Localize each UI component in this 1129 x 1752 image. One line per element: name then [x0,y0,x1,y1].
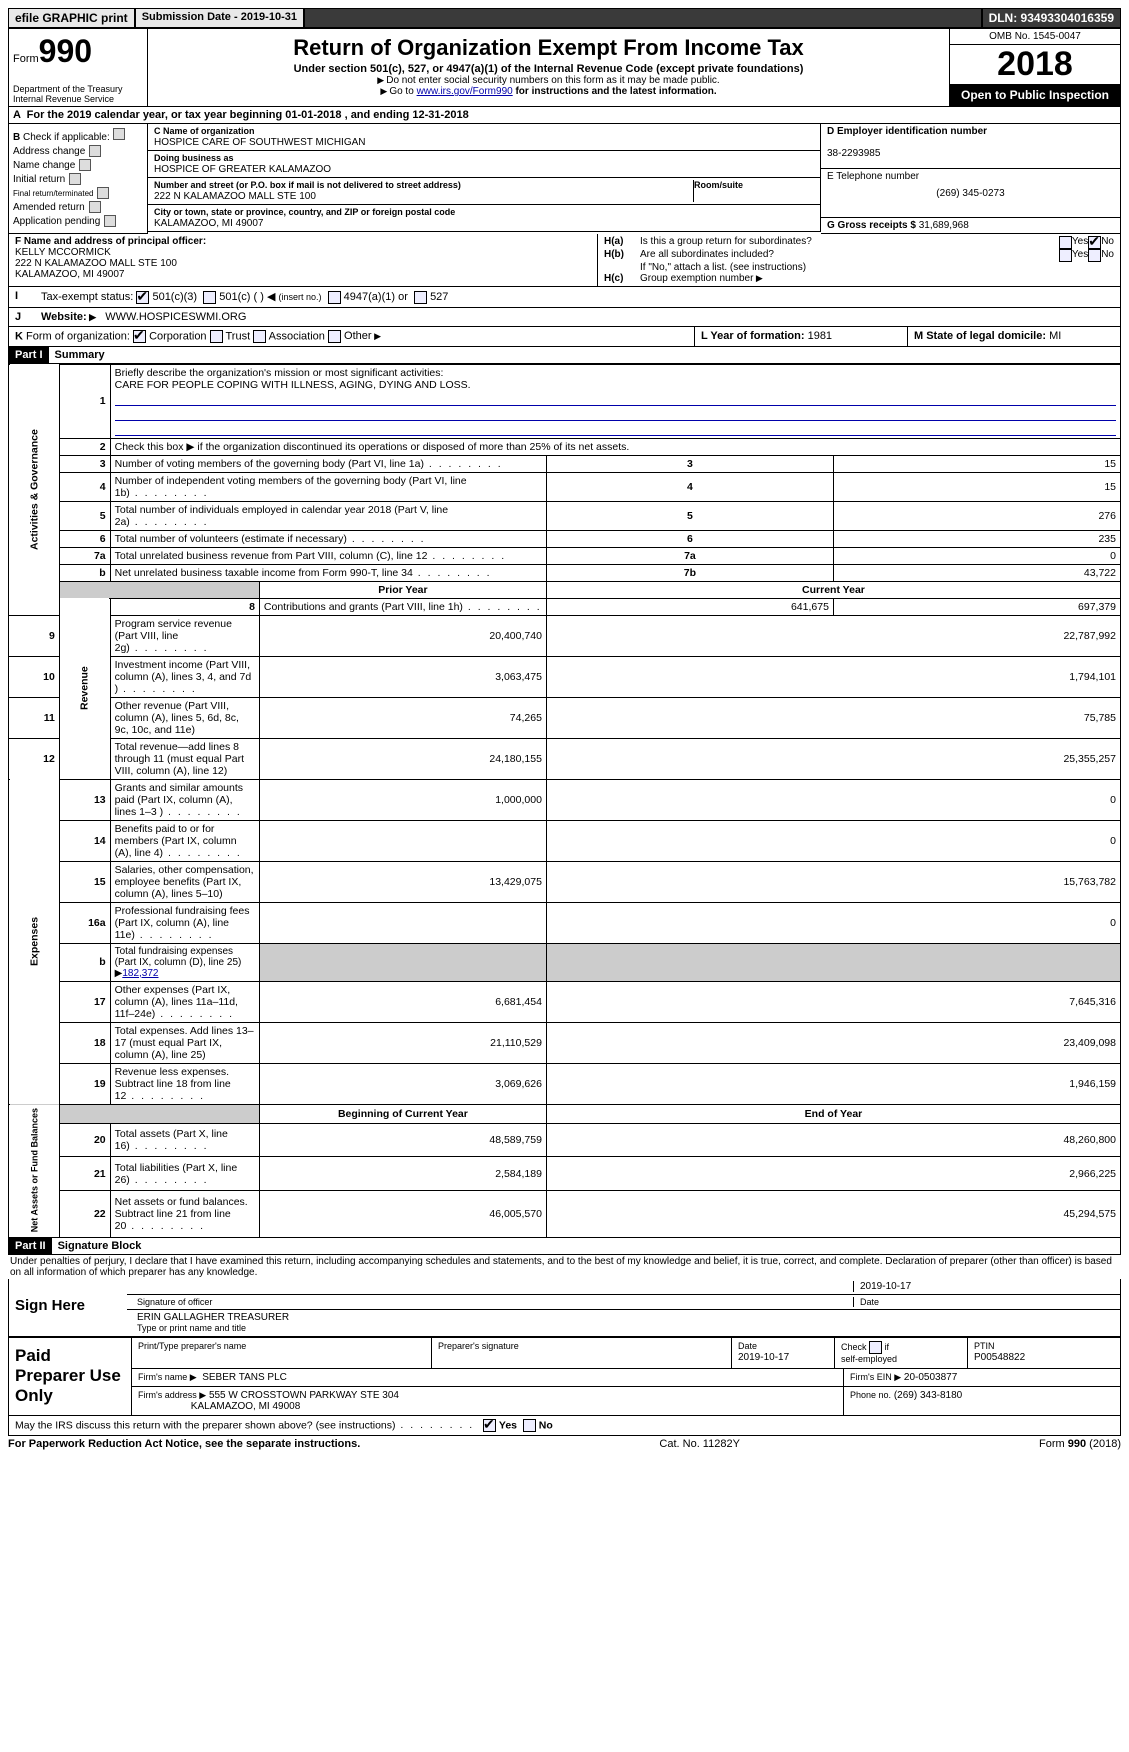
phone: E Telephone number(269) 345-0273 [821,169,1121,218]
sidebar-activities: Activities & Governance [9,364,60,615]
dept: Department of the Treasury Internal Reve… [13,84,123,104]
q2: Check this box ▶ if the organization dis… [110,438,1120,455]
row-j-website: J Website: WWW.HOSPICESWMI.ORG [8,308,1121,327]
form-of-org: K Form of organization: Corporation Trus… [9,327,694,346]
row-f-h: F Name and address of principal officer:… [8,234,1121,287]
chk-trust[interactable] [210,330,223,343]
paid-preparer-block: Paid Preparer Use Only Print/Type prepar… [8,1337,1121,1416]
discuss-yes[interactable] [483,1419,496,1432]
chk-final: Final return/terminated [13,189,93,198]
paid-preparer-label: Paid Preparer Use Only [9,1338,132,1415]
identity-block: B Check if applicable: Address change Na… [8,124,1121,234]
city: City or town, state or province, country… [148,205,821,232]
firm-name: SEBER TANS PLC [202,1372,287,1383]
omb-number: OMB No. 1545-0047 [950,29,1120,45]
ha-yes[interactable] [1059,236,1072,249]
state-domicile: M State of legal domicile: MI [907,327,1120,346]
sidebar-revenue: Revenue [59,598,110,779]
principal-officer: F Name and address of principal officer:… [8,234,598,287]
chk-assoc[interactable] [253,330,266,343]
note-ssn: Do not enter social security numbers on … [152,75,945,86]
tax-exempt-status: Tax-exempt status: 501(c)(3) 501(c) ( ) … [35,287,1120,307]
sidebar-expenses: Expenses [9,779,60,1104]
dba: Doing business asHOSPICE OF GREATER KALA… [148,151,821,178]
submission-date: Submission Date - 2019-10-31 [135,8,304,28]
sign-here-block: Sign Here 2019-10-17 Signature of office… [8,1279,1121,1337]
part1-header: Part ISummary [8,347,1121,364]
note-goto: Go to www.irs.gov/Form990 for instructio… [152,86,945,97]
row-i-j: I Tax-exempt status: 501(c)(3) 501(c) ( … [8,287,1121,308]
irs-link[interactable]: www.irs.gov/Form990 [417,86,513,97]
sig-officer-lbl: Signature of officer [131,1297,853,1307]
row-k-l-m: K Form of organization: Corporation Trus… [8,327,1121,347]
form-number: Form990 [13,33,143,70]
firm-phone: (269) 343-8180 [894,1390,962,1401]
form-ref: Form 990 (2018) [1039,1438,1121,1450]
fundraising-link[interactable]: 182,372 [122,968,158,979]
form-subtitle: Under section 501(c), 527, or 4947(a)(1)… [152,63,945,75]
firm-address: 555 W CROSSTOWN PARKWAY STE 304 [209,1390,399,1401]
open-to-public: Open to Public Inspection [950,84,1120,106]
page-footer: For Paperwork Reduction Act Notice, see … [8,1436,1121,1452]
tax-year: 2018 [950,45,1120,84]
group-return: H(a)Is this a group return for subordina… [598,234,1121,287]
chk-pending: Application pending [13,216,100,227]
chk-amended: Amended return [13,202,85,213]
discuss-no[interactable] [523,1419,536,1432]
top-bar: efile GRAPHIC print Submission Date - 20… [8,8,1121,28]
col-b-checkboxes: B Check if applicable: Address change Na… [8,124,148,234]
chk-self-employed[interactable] [869,1341,882,1354]
chk-initial: Initial return [13,174,65,185]
ein: D Employer identification number38-22939… [821,124,1121,169]
chk-4947[interactable] [328,291,341,304]
chk-501c[interactable] [203,291,216,304]
mission-text: CARE FOR PEOPLE COPING WITH ILLNESS, AGI… [115,379,471,391]
chk-corp[interactable] [133,330,146,343]
chk-address: Address change [13,146,85,157]
sign-here-label: Sign Here [9,1279,121,1336]
form-header: Form990 Department of the Treasury Inter… [8,28,1121,107]
chk-name: Name change [13,160,75,171]
efile-print-btn[interactable]: efile GRAPHIC print [8,8,135,28]
sidebar-net: Net Assets or Fund Balances [9,1104,60,1237]
hb-no[interactable] [1088,249,1101,262]
top-spacer [304,8,982,28]
firm-ein: 20-0503877 [904,1372,957,1383]
hb-yes[interactable] [1059,249,1072,262]
row-a-period: A For the 2019 calendar year, or tax yea… [8,107,1121,124]
chk-501c3[interactable] [136,291,149,304]
street: Number and street (or P.O. box if mail i… [148,178,821,205]
sig-date-lbl: Date [853,1297,1116,1307]
summary-table: Activities & Governance 1 Briefly descri… [8,364,1121,1238]
part2-header: Part IISignature Block [8,1238,1121,1255]
dln: DLN: 93493304016359 [982,8,1121,28]
signer-name: ERIN GALLAGHER TREASURER [137,1312,289,1323]
gross-receipts: G Gross receipts $ 31,689,968 [821,218,1121,234]
discuss-row: May the IRS discuss this return with the… [8,1416,1121,1436]
ha-no[interactable] [1088,236,1101,249]
org-name: C Name of organizationHOSPICE CARE OF SO… [148,124,821,151]
year-formation: L Year of formation: 1981 [694,327,907,346]
form-title: Return of Organization Exempt From Incom… [152,35,945,61]
chk-other[interactable] [328,330,341,343]
q1: Briefly describe the organization's miss… [110,364,1120,438]
perjury-statement: Under penalties of perjury, I declare th… [8,1255,1121,1279]
chk-527[interactable] [414,291,427,304]
